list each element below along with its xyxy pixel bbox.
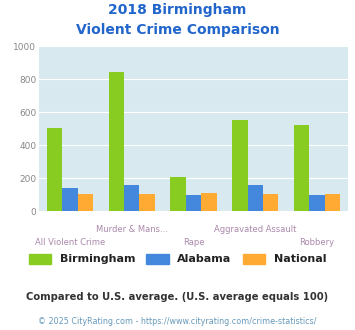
Bar bbox=[309, 195, 325, 211]
Bar bbox=[62, 188, 78, 211]
Bar bbox=[325, 194, 340, 211]
Text: Robbery: Robbery bbox=[300, 238, 334, 247]
Text: Rape: Rape bbox=[183, 238, 204, 247]
Bar bbox=[201, 193, 217, 211]
Legend: Birmingham, Alabama, National: Birmingham, Alabama, National bbox=[26, 251, 329, 267]
Text: Aggravated Assault: Aggravated Assault bbox=[214, 225, 296, 234]
Text: All Violent Crime: All Violent Crime bbox=[35, 238, 105, 247]
Text: Murder & Mans...: Murder & Mans... bbox=[96, 225, 168, 234]
Text: 2018 Birmingham: 2018 Birmingham bbox=[108, 3, 247, 17]
Bar bbox=[232, 120, 247, 211]
Text: Violent Crime Comparison: Violent Crime Comparison bbox=[76, 23, 279, 37]
Bar bbox=[47, 128, 62, 211]
Text: © 2025 CityRating.com - https://www.cityrating.com/crime-statistics/: © 2025 CityRating.com - https://www.city… bbox=[38, 317, 317, 326]
Bar bbox=[247, 185, 263, 211]
Bar bbox=[294, 125, 309, 211]
Bar bbox=[263, 194, 278, 211]
Bar bbox=[78, 194, 93, 211]
Bar bbox=[124, 185, 140, 211]
Text: Compared to U.S. average. (U.S. average equals 100): Compared to U.S. average. (U.S. average … bbox=[26, 292, 329, 302]
Bar bbox=[170, 178, 186, 211]
Bar bbox=[186, 195, 201, 211]
Bar bbox=[109, 72, 124, 211]
Bar bbox=[140, 194, 155, 211]
